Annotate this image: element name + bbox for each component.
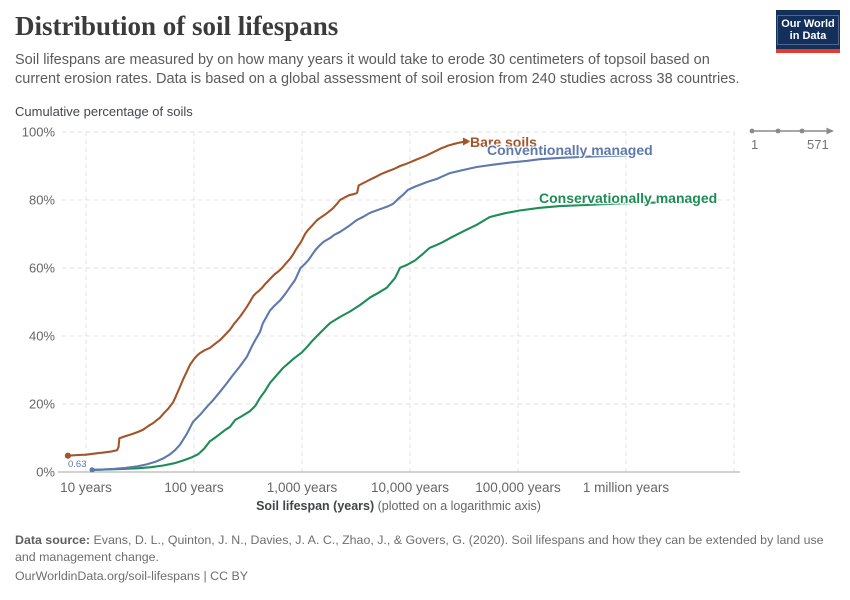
x-tick-label: 1 million years xyxy=(583,480,670,495)
y-tick-label: 0% xyxy=(36,465,55,480)
y-axis-title: Cumulative percentage of soils xyxy=(15,104,193,119)
series-label-conventionally-managed[interactable]: Conventionally managed xyxy=(487,142,653,158)
range-start-label: 1 xyxy=(751,137,759,152)
line-start-dot-conventionally-managed xyxy=(89,467,95,473)
y-tick-label: 80% xyxy=(29,193,55,208)
range-dot-mid1[interactable] xyxy=(775,128,781,134)
footer-url-license[interactable]: OurWorldinData.org/soil-lifespans | CC B… xyxy=(15,569,248,583)
x-tick-label: 1,000 years xyxy=(267,480,338,495)
range-slider-track[interactable] xyxy=(743,123,843,137)
y-tick-label: 100% xyxy=(22,125,56,140)
y-tick-label: 60% xyxy=(29,261,55,276)
owid-logo-line2: in Data xyxy=(789,29,827,42)
line-conservationally-managed[interactable] xyxy=(91,200,691,471)
range-dot-start[interactable] xyxy=(749,128,755,134)
data-source-label: Data source: xyxy=(15,533,91,547)
data-source-note: Data source: Evans, D. L., Quinton, J. N… xyxy=(15,532,830,566)
series-label-conservationally-managed[interactable]: Conservationally managed xyxy=(539,190,718,206)
line-conventionally-managed[interactable] xyxy=(91,154,628,471)
x-axis-title: Soil lifespan (years) (plotted on a loga… xyxy=(256,499,541,513)
range-dot-mid2[interactable] xyxy=(799,128,805,134)
line-bare-soils[interactable] xyxy=(66,141,461,457)
owid-logo-red-stripe xyxy=(776,49,840,53)
data-source-text: Evans, D. L., Quinton, J. N., Davies, J.… xyxy=(15,533,824,564)
x-tick-label: 100 years xyxy=(164,480,224,495)
x-tick-label: 10 years xyxy=(60,480,112,495)
chart-subtitle: Soil lifespans are measured by on how ma… xyxy=(15,52,740,87)
range-arrow-icon xyxy=(826,127,834,135)
owid-logo-line1: Our World xyxy=(781,17,835,30)
owid-logo-text: Our World in Data xyxy=(777,14,839,45)
y-tick-label: 40% xyxy=(29,329,55,344)
series-label-bare-soils[interactable]: Bare soils xyxy=(470,134,537,150)
x-tick-label: 100,000 years xyxy=(475,480,561,495)
y-tick-label: 20% xyxy=(29,397,55,412)
owid-logo[interactable]: Our World in Data xyxy=(776,10,840,53)
line-start-dot-bare-soils xyxy=(64,452,72,459)
series-start-value-label: 0.63 xyxy=(68,459,87,470)
owid-logo-box: Our World in Data xyxy=(776,10,840,49)
arrow-head-icon xyxy=(462,137,471,146)
range-end-label: 571 xyxy=(807,137,829,152)
range-slider-widget[interactable]: 1 571 xyxy=(743,123,843,157)
page-title: Distribution of soil lifespans xyxy=(15,11,339,41)
x-tick-label: 10,000 years xyxy=(371,480,449,495)
